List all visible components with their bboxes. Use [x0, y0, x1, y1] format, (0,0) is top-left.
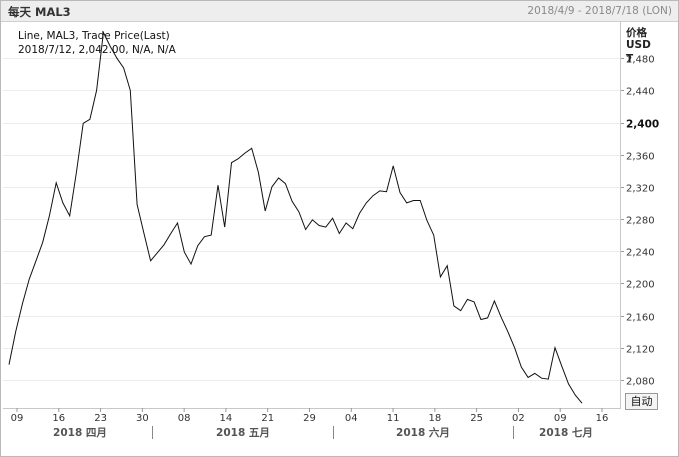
- y-tick-label: 2,480: [626, 55, 655, 66]
- date-range: 2018/4/9 - 2018/7/18 (LON): [527, 5, 672, 17]
- x-tick-label: 11: [387, 413, 400, 424]
- y-tick-label: 2,160: [626, 313, 655, 324]
- month-label: 2018 四月: [53, 427, 107, 439]
- x-tick-label: 09: [554, 413, 567, 424]
- y-tick-label: 2,280: [626, 216, 655, 227]
- x-tick-label: 04: [345, 413, 358, 424]
- price-series-line: [8, 30, 583, 404]
- x-axis-labels: 09 16 23 30 08 14 21 29 04 11 18 25 02 09 16: [11, 408, 609, 424]
- legend: Line, MAL3, Trade Price(Last) 2018/7/12,…: [18, 29, 176, 57]
- y-tick-label: 2,120: [626, 345, 655, 356]
- x-tick-label: 16: [52, 413, 65, 424]
- month-labels: 2018 四月 2018 五月 2018 六月 2018 七月: [53, 426, 593, 439]
- y-tick-label: 2,360: [626, 152, 655, 163]
- axis-unit-label-3: T: [626, 53, 634, 65]
- x-tick-label: 16: [596, 413, 609, 424]
- x-tick-label: 14: [220, 413, 233, 424]
- x-tick-label: 23: [94, 413, 107, 424]
- x-tick-label: 08: [178, 413, 191, 424]
- x-tick-label: 29: [303, 413, 316, 424]
- month-label: 2018 五月: [216, 427, 270, 439]
- x-tick-label: 25: [470, 413, 483, 424]
- x-tick-label: 30: [136, 413, 149, 424]
- y-tick-label: 2,400: [626, 119, 659, 131]
- y-tick-label: 2,440: [626, 87, 655, 98]
- month-label: 2018 七月: [539, 426, 593, 439]
- y-axis-labels: 2,080 2,120 2,160 2,200 2,240 2,280 2,320 2,360…: [626, 55, 659, 388]
- month-label: 2018 六月: [396, 426, 450, 439]
- axis-unit-label-2: USD: [626, 39, 651, 51]
- y-tick-label: 2,080: [626, 377, 655, 388]
- axis-unit-label-1: 价格: [626, 27, 647, 39]
- x-tick-label: 18: [428, 413, 441, 424]
- grid-lines: [3, 58, 624, 381]
- chart-title: 每天 MAL3: [8, 5, 71, 19]
- y-tick-label: 2,200: [626, 280, 655, 291]
- x-tick-label: 21: [261, 413, 274, 424]
- y-tick-label: 2,320: [626, 184, 655, 195]
- legend-series-name: Line, MAL3, Trade Price(Last): [18, 30, 170, 42]
- title-bar: 每天 MAL3 2018/4/9 - 2018/7/18 (LON): [1, 1, 678, 22]
- y-tick-label: 2,240: [626, 248, 655, 259]
- x-tick-label: 02: [512, 413, 525, 424]
- legend-last-value: 2018/7/12, 2,042.00, N/A, N/A: [18, 44, 176, 56]
- x-tick-label: 09: [11, 413, 24, 424]
- auto-scale-button[interactable]: 自动: [625, 393, 658, 410]
